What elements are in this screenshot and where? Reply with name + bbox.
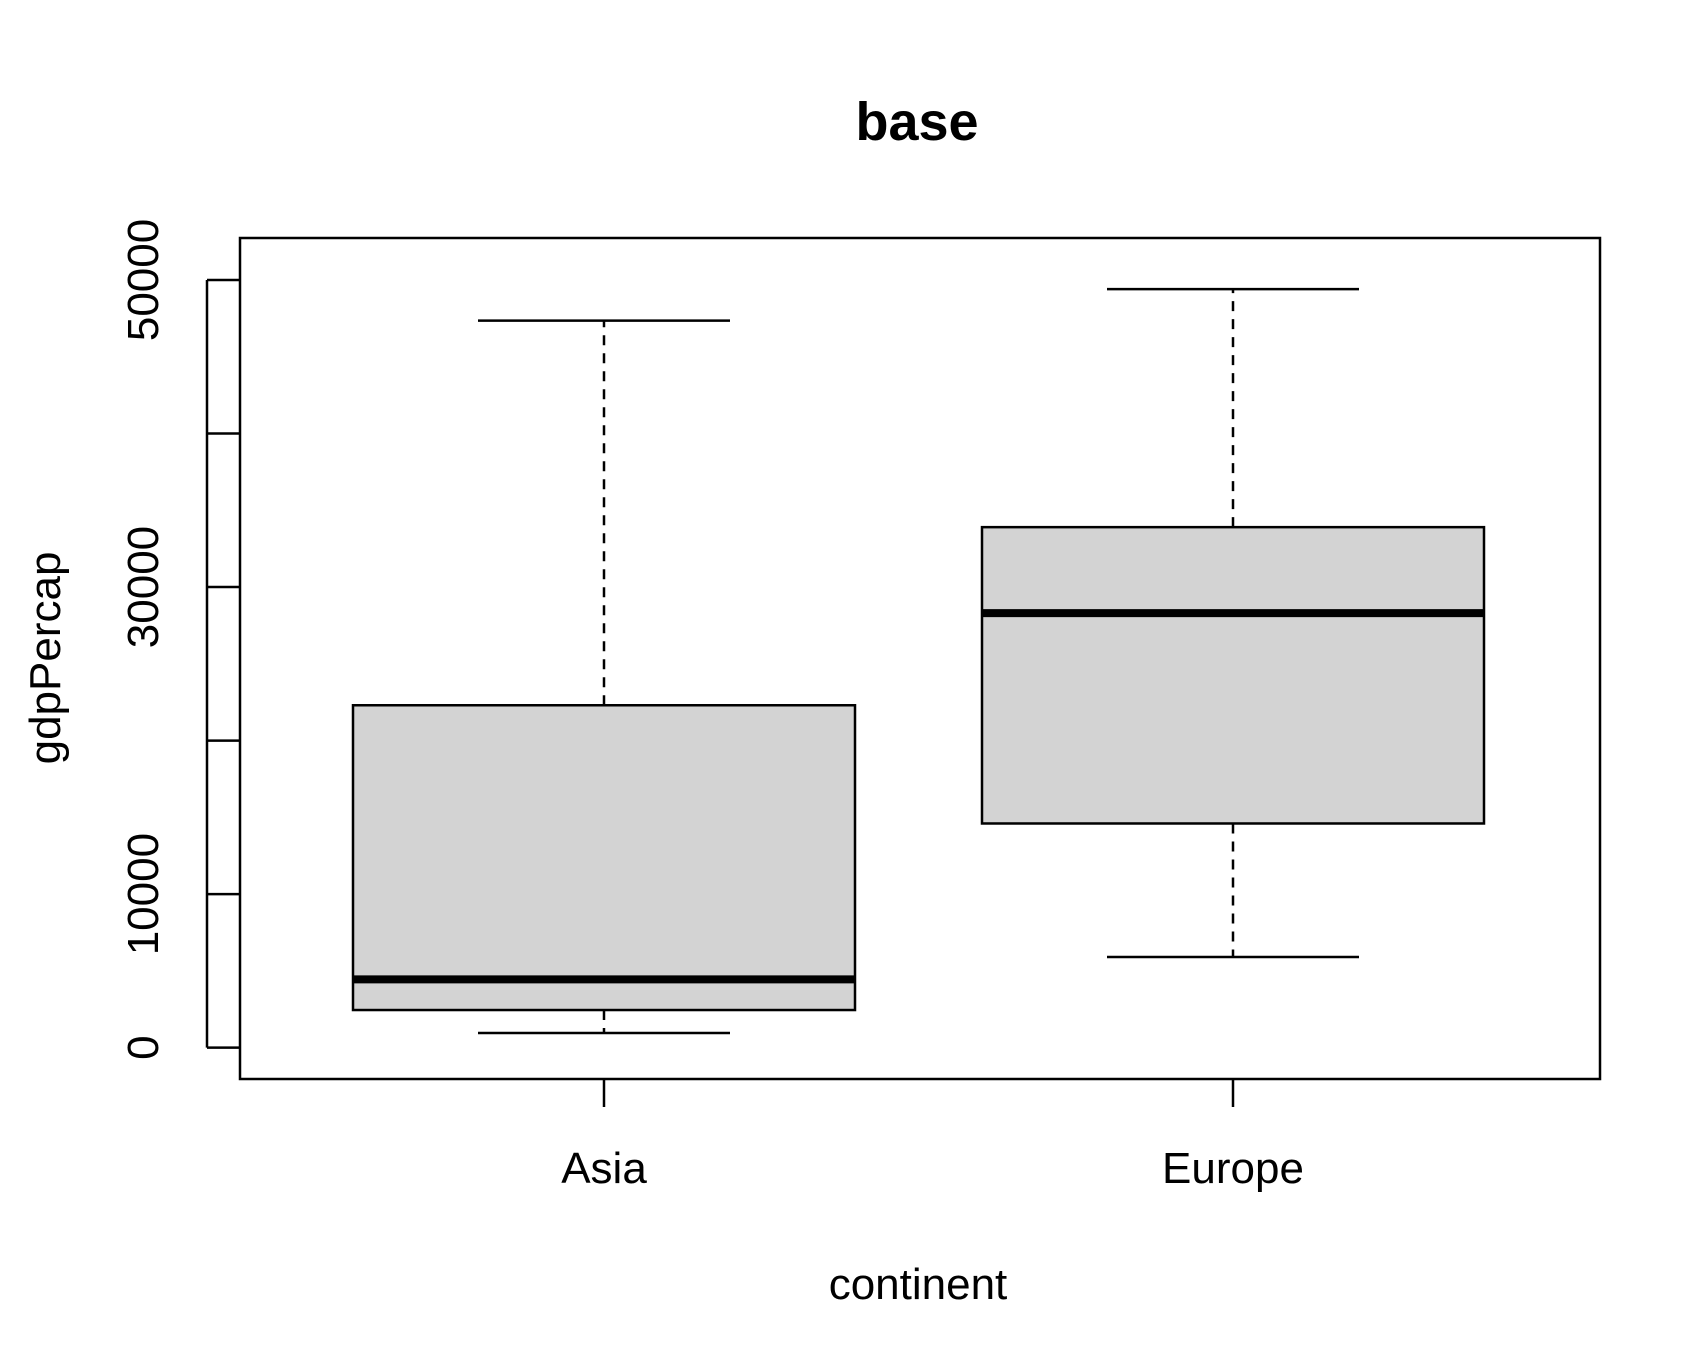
y-tick-label: 10000 (119, 833, 168, 955)
y-axis: 0 10000 30000 50000 (119, 219, 240, 1060)
iqr-box-europe (980, 525, 1486, 825)
x-tick-label-europe: Europe (1162, 1144, 1304, 1193)
x-tick-label-asia: Asia (561, 1144, 647, 1193)
y-tick-label: 30000 (119, 526, 168, 648)
y-tick-label: 50000 (119, 219, 168, 341)
chart-title: base (855, 92, 978, 152)
boxes-group (351, 287, 1486, 1035)
x-axis: Asia Europe (561, 1079, 1304, 1193)
y-tick-label: 0 (119, 1035, 168, 1059)
iqr-box-asia (351, 704, 857, 1012)
x-axis-label: continent (829, 1260, 1008, 1309)
plot-frame (238, 236, 1602, 1081)
box-asia (351, 319, 857, 1035)
y-axis-label: gdpPercap (21, 552, 70, 765)
box-europe (980, 287, 1486, 959)
